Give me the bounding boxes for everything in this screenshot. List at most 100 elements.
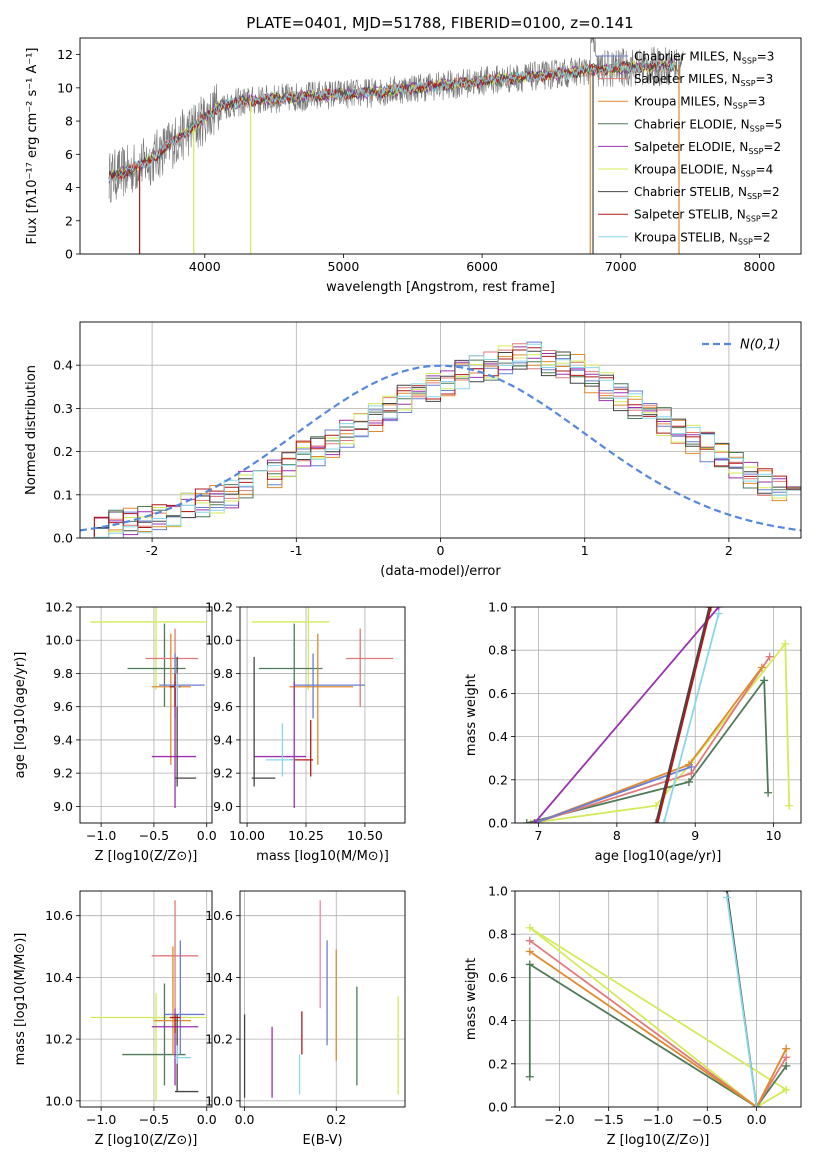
legend-label: Salpeter MILES, NSSP=3 [634,72,773,88]
axes-mass-weight-vs-age: 7 8 9 10 0.0 0.2 0.4 0.6 0.8 1.0 age [log10(age/yr… [464,600,802,864]
legend-label: Salpeter ELODIE, NSSP=2 [634,140,781,156]
y-axis-label: Normed distribution [24,365,39,495]
weight-marker [530,819,539,823]
y-tick-label: 2 [65,213,73,228]
x-tick-label: −0.5 [139,828,169,843]
weight-marker [653,819,662,823]
model-line-kroupa-elodie [108,58,677,181]
y-tick-label: 0.0 [488,816,508,831]
x-tick-label: 10.50 [347,828,383,843]
axes-frame [79,606,213,824]
plot-area [80,341,801,538]
y-tick-label: 12 [57,47,73,62]
y-axis-label: Flux [fλ10⁻¹⁷ erg cm⁻² s⁻¹ A⁻¹] [25,48,40,245]
y-tick-label: 1.0 [488,884,508,899]
x-tick-label: −0.5 [139,1112,169,1127]
y-tick-label: 10.4 [45,970,73,985]
weight-marker [526,819,535,823]
x-axis-label: mass [log10(M/M⊙)] [256,849,389,864]
y-tick-label: 0.3 [53,401,73,416]
axes-frame [79,37,802,255]
histogram-step [80,343,801,538]
y-tick-label: 9.2 [213,766,233,781]
axes-spectrum: 4000 5000 6000 7000 8000 0 2 4 6 8 10 12 wavelength … [25,37,802,295]
weight-marker [525,936,534,945]
plot-area [522,607,794,823]
x-tick-label: 0.0 [235,1112,255,1127]
axes-residuals: -2 -1 0 1 2 0.0 0.1 0.2 0.3 0.4 (data-model)/error… [24,321,802,579]
x-tick-label: -2 [146,543,158,558]
axes-age-vs-mass: 10.00 10.25 10.50 9.0 9.2 9.4 9.6 9.8 10.0 10.2 ma… [205,600,406,864]
x-axis-label: (data-model)/error [380,564,501,579]
weight-marker [757,663,766,672]
x-tick-label: 10.25 [288,828,324,843]
x-tick-label: 0.0 [197,1112,217,1127]
x-tick-label: −1.0 [86,1112,116,1127]
weight-marker [652,819,661,823]
y-tick-label: 9.4 [53,732,73,747]
weight-marker [752,1103,761,1107]
legend-label: Kroupa STELIB, NSSP=2 [634,230,771,246]
weight-line [528,962,787,1107]
axes-frame [79,890,213,1108]
plot-area [90,607,207,809]
y-tick-label: 10 [57,80,73,95]
weight-line [530,641,791,823]
weight-marker [781,639,790,648]
y-tick-label: 0.2 [488,1056,508,1071]
legend-label: Chabrier STELIB, NSSP=2 [634,185,780,201]
y-tick-label: 0.4 [488,1013,508,1028]
legend-label: Chabrier ELODIE, NSSP=5 [634,117,782,133]
y-tick-label: 9.6 [53,699,73,714]
axes-frame [239,890,406,1108]
y-tick-label: 4 [65,180,73,195]
y-axis-label: mass weight [464,674,479,756]
residual-legend: N(0,1) [702,338,781,353]
model-line-kroupa-stelib [108,59,677,182]
y-tick-label: 9.2 [53,766,73,781]
plots-layer: 4000 5000 6000 7000 8000024681012wavelength … [13,37,802,1148]
y-tick-label: 10.2 [205,600,233,615]
y-tick-label: 10.6 [205,908,233,923]
axes-mass-vs-EBV: 0.0 0.2 10.0 10.2 10.4 10.6 E(B-V) [205,890,406,1148]
x-axis-label: wavelength [Angstrom, rest frame] [326,280,555,295]
x-tick-label: 8000 [743,259,775,274]
weight-line [534,765,692,823]
weight-line [534,656,771,823]
weight-marker [525,960,534,969]
weight-marker [782,1053,791,1062]
x-axis-label: Z [log10(Z/Z⊙)] [607,1133,710,1148]
weight-marker [687,762,696,771]
y-tick-label: 0.6 [488,686,508,701]
y-tick-label: 9.0 [53,799,73,814]
figure-title: PLATE=0401, MJD=51788, FIBERID=0100, z=0… [246,14,633,32]
x-tick-label: 0.0 [197,828,217,843]
weight-marker [714,609,723,618]
y-tick-label: 0.0 [488,1100,508,1115]
x-axis-label: Z [log10(Z/Z⊙)] [95,849,198,864]
y-tick-label: 10.0 [205,1093,233,1108]
weight-line [529,939,787,1107]
axes-frame [239,606,406,824]
y-tick-label: 0 [65,247,73,262]
axes-frame [514,890,802,1108]
weight-marker [765,652,774,661]
legend-label: Kroupa ELODIE, NSSP=4 [634,163,773,179]
x-axis-label: age [log10(age/yr)] [595,849,722,864]
x-tick-label: 5000 [328,259,360,274]
plot-area [251,607,394,809]
weight-line [529,926,787,1107]
weight-line [526,677,769,823]
y-tick-label: 10.2 [45,1032,73,1047]
plot-area [90,900,207,1101]
y-tick-label: 6 [65,147,73,162]
plot-area [525,891,791,1107]
weight-marker [706,607,715,611]
weight-marker [652,801,661,810]
y-tick-label: 10.0 [205,633,233,648]
legend-label: Chabrier MILES, NSSP=3 [634,50,774,66]
x-tick-label: 0 [437,543,445,558]
x-tick-label: 4000 [189,259,221,274]
x-tick-label: 1 [581,543,589,558]
